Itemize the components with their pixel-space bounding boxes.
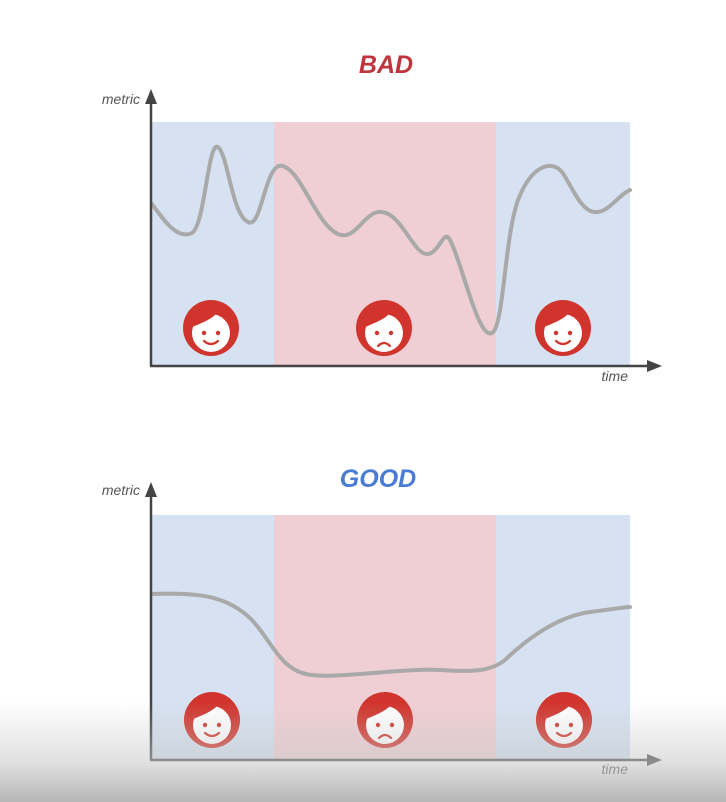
face-sad-middle — [357, 692, 413, 748]
face-eye-left — [374, 330, 380, 336]
face-skin — [365, 314, 403, 352]
face-eye-right — [216, 722, 222, 728]
axes-bad: metric time — [102, 89, 662, 384]
face-mouth-smile — [554, 339, 572, 346]
face-eye-right — [567, 330, 573, 336]
face-happy-right — [536, 692, 592, 748]
metric-curve-smooth — [150, 591, 632, 678]
face-happy-right — [535, 300, 591, 356]
y-axis-arrow — [145, 482, 157, 497]
y-axis-label: metric — [102, 482, 140, 498]
face-eye-left — [375, 722, 381, 728]
face-hair — [362, 306, 406, 328]
metric-curve-erratic — [150, 144, 632, 336]
face-eye-left — [201, 330, 207, 336]
sad-face-icon — [356, 300, 412, 356]
face-happy-left — [183, 300, 239, 356]
panel-title-bad: BAD — [359, 51, 413, 79]
face-mouth-frown — [376, 341, 392, 348]
y-axis-label: metric — [102, 91, 140, 107]
panel-good: GOOD metric time — [102, 465, 662, 777]
face-eye-left — [202, 722, 208, 728]
face-eye-left — [554, 722, 560, 728]
face-mouth-smile — [202, 339, 220, 346]
face-eye-right — [215, 330, 221, 336]
face-hair — [189, 306, 233, 328]
smiling-face-icon — [184, 692, 240, 748]
y-axis-arrow — [145, 89, 157, 104]
face-eye-left — [553, 330, 559, 336]
smiling-face-icon — [183, 300, 239, 356]
x-axis-label: time — [602, 761, 629, 777]
smiling-face-icon — [535, 300, 591, 356]
x-axis-arrow — [647, 754, 662, 766]
sad-face-icon — [357, 692, 413, 748]
face-sad-middle — [356, 300, 412, 356]
face-skin — [544, 314, 582, 352]
face-eye-right — [568, 722, 574, 728]
x-axis-arrow — [647, 360, 662, 372]
face-skin — [192, 314, 230, 352]
face-eye-right — [388, 330, 394, 336]
smiling-face-icon — [536, 692, 592, 748]
face-hair — [541, 306, 585, 328]
panel-title-good: GOOD — [340, 465, 416, 493]
face-eye-right — [389, 722, 395, 728]
panel-bad: BAD metric time — [102, 51, 662, 384]
x-axis-label: time — [602, 368, 629, 384]
face-happy-left — [184, 692, 240, 748]
